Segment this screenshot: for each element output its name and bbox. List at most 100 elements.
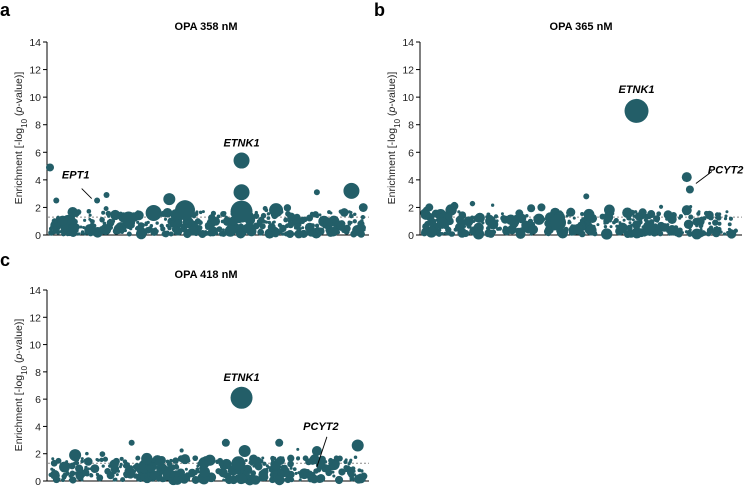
background-point xyxy=(719,230,723,234)
background-point xyxy=(360,219,364,223)
background-point xyxy=(305,469,309,473)
background-point xyxy=(90,464,100,474)
background-point xyxy=(155,221,159,225)
background-point xyxy=(449,231,456,237)
background-point xyxy=(333,225,337,229)
background-point xyxy=(277,472,281,476)
background-point xyxy=(89,467,93,471)
background-point xyxy=(83,458,87,462)
background-point xyxy=(717,221,722,226)
y-tick-label: 10 xyxy=(29,340,41,352)
y-tick-label: 6 xyxy=(35,394,41,406)
background-point xyxy=(355,473,366,484)
background-point xyxy=(237,231,241,235)
background-point xyxy=(582,218,586,222)
y-axis-label: Enrichment [-log10 (p-value)] xyxy=(13,72,29,205)
leader-line xyxy=(81,188,92,199)
background-point xyxy=(475,229,483,236)
background-point xyxy=(603,221,607,225)
background-point xyxy=(137,222,145,229)
background-point xyxy=(204,456,209,461)
background-point xyxy=(267,465,271,469)
background-point xyxy=(685,220,689,224)
background-point xyxy=(341,222,346,226)
background-point xyxy=(313,232,317,236)
panel-a-title: OPA 358 nM xyxy=(175,21,238,33)
background-point xyxy=(307,458,313,464)
y-tick-label: 8 xyxy=(35,367,41,379)
data-point xyxy=(425,203,434,212)
data-point xyxy=(230,386,253,409)
background-point xyxy=(109,459,119,469)
panel-letter-c: c xyxy=(0,250,10,270)
data-point xyxy=(343,182,360,199)
background-point xyxy=(174,464,180,470)
background-point xyxy=(683,219,694,230)
background-point xyxy=(666,223,670,227)
data-point xyxy=(238,444,251,457)
background-point xyxy=(691,228,703,240)
background-point xyxy=(73,461,77,465)
background-point xyxy=(609,225,613,229)
panel-letter-a: a xyxy=(0,0,11,20)
background-point xyxy=(349,213,354,219)
background-point xyxy=(353,455,358,460)
background-point xyxy=(159,223,164,229)
background-point xyxy=(211,216,221,226)
background-point xyxy=(436,230,441,234)
background-point xyxy=(294,471,298,475)
background-point xyxy=(542,217,546,222)
background-point xyxy=(625,211,633,218)
data-point xyxy=(121,211,136,226)
background-point xyxy=(544,219,552,228)
background-point xyxy=(96,458,100,462)
background-point xyxy=(161,231,168,237)
data-point xyxy=(583,193,590,200)
background-point xyxy=(196,221,200,225)
background-point xyxy=(267,220,272,225)
background-point xyxy=(57,215,68,226)
background-point xyxy=(346,470,351,474)
background-point xyxy=(262,461,267,466)
background-point xyxy=(258,476,262,480)
background-point xyxy=(107,214,111,218)
background-point xyxy=(199,460,203,464)
background-point xyxy=(360,215,366,220)
background-point xyxy=(108,471,112,475)
y-tick-label: 12 xyxy=(29,65,41,77)
background-point xyxy=(500,212,504,216)
data-point xyxy=(221,438,230,447)
background-point xyxy=(118,211,123,216)
background-point xyxy=(250,475,261,485)
background-point xyxy=(68,474,72,478)
background-point xyxy=(728,216,733,221)
panel-c: c OPA 418 nM 0 2 4 6 8 10 12 14 Enrichment [-log… xyxy=(0,250,369,488)
background-point xyxy=(722,232,727,236)
background-point xyxy=(688,228,692,232)
y-tick-label: 10 xyxy=(402,92,414,104)
background-point xyxy=(141,452,153,465)
data-point xyxy=(94,197,101,204)
background-point xyxy=(487,230,495,238)
background-point xyxy=(292,467,297,471)
background-point xyxy=(68,465,73,469)
background-point xyxy=(485,215,489,219)
y-tick-label: 4 xyxy=(35,421,41,433)
background-point xyxy=(75,464,84,473)
background-point xyxy=(469,200,476,207)
background-point xyxy=(157,468,161,472)
background-point xyxy=(105,210,112,217)
background-point xyxy=(88,213,92,217)
panel-b-title: OPA 365 nM xyxy=(550,21,613,33)
background-point xyxy=(422,223,429,230)
background-point xyxy=(525,214,529,218)
background-point xyxy=(293,223,301,230)
background-point xyxy=(171,226,179,233)
leader-line xyxy=(695,171,713,184)
background-point xyxy=(505,214,516,225)
background-point xyxy=(283,204,292,212)
data-point xyxy=(103,192,110,199)
background-point xyxy=(306,227,310,231)
background-point xyxy=(311,471,316,476)
